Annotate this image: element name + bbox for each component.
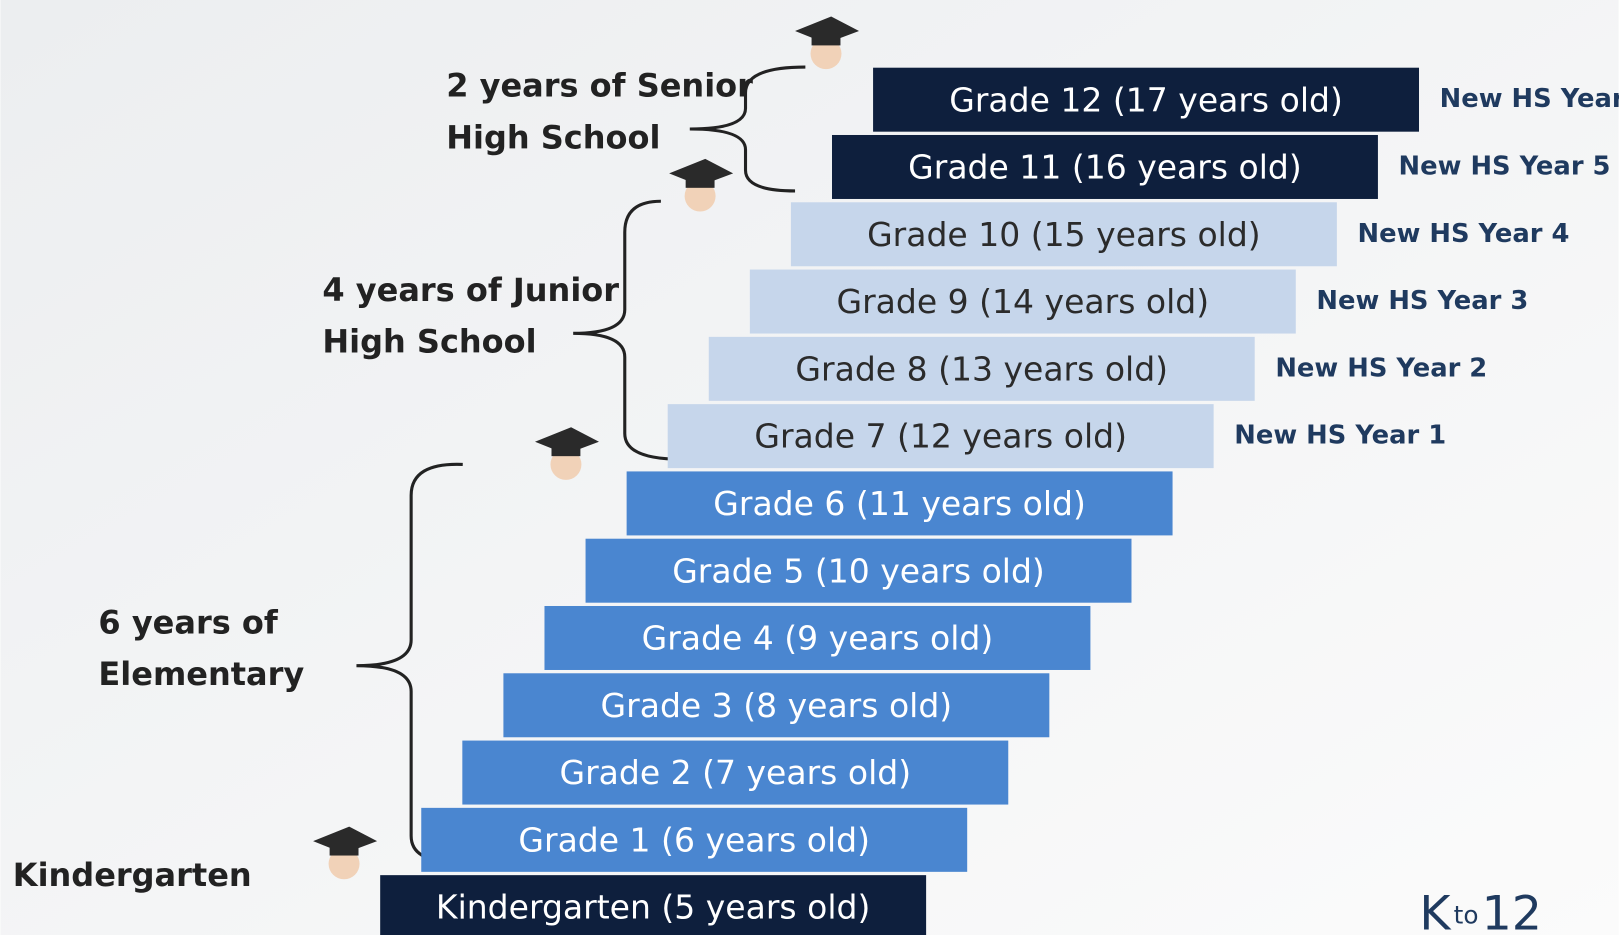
step-label: Grade 4 (9 years old) — [642, 619, 994, 658]
diagram: Kindergarten (5 years old) Grade 1 (6 yea… — [0, 0, 1619, 935]
logo-part: to — [1454, 900, 1479, 929]
step-label: Grade 10 (15 years old) — [867, 215, 1261, 254]
step-note: New HS Year 5 — [1399, 151, 1611, 181]
hat-band — [551, 446, 580, 456]
step-label: Grade 8 (13 years old) — [795, 349, 1168, 388]
step-label: Grade 1 (6 years old) — [518, 820, 870, 859]
group-label: Kindergarten — [13, 856, 252, 894]
step-note: New HS Year 1 — [1234, 421, 1446, 451]
group-label: 4 years of Junior — [322, 271, 619, 309]
logo-part: K — [1419, 886, 1452, 935]
group-label: 2 years of Senior — [446, 67, 753, 105]
step-label: Grade 5 (10 years old) — [672, 551, 1045, 590]
hat-band — [330, 845, 359, 855]
step-label: Kindergarten (5 years old) — [436, 888, 870, 927]
group-label: Elementary — [98, 655, 304, 693]
step-label: Grade 6 (11 years old) — [713, 484, 1086, 523]
step-note: New HS Year 3 — [1316, 286, 1528, 316]
step-note: New HS Year 2 — [1275, 353, 1487, 383]
step-label: Grade 12 (17 years old) — [949, 80, 1343, 119]
step-label: Grade 7 (12 years old) — [754, 417, 1127, 456]
step-note: New HS Year 4 — [1357, 219, 1569, 249]
step-label: Grade 9 (14 years old) — [837, 282, 1210, 321]
hat-band — [686, 178, 715, 188]
group-label: 6 years of — [98, 603, 278, 641]
group-label: High School — [446, 118, 660, 156]
hat-band — [812, 35, 841, 45]
step-label: Grade 11 (16 years old) — [908, 148, 1302, 187]
group-label: High School — [322, 323, 536, 361]
step-label: Grade 2 (7 years old) — [559, 753, 911, 792]
logo-part: 12 — [1482, 886, 1542, 935]
step-note: New HS Year 6 — [1440, 84, 1619, 114]
step-label: Grade 3 (8 years old) — [601, 686, 953, 725]
